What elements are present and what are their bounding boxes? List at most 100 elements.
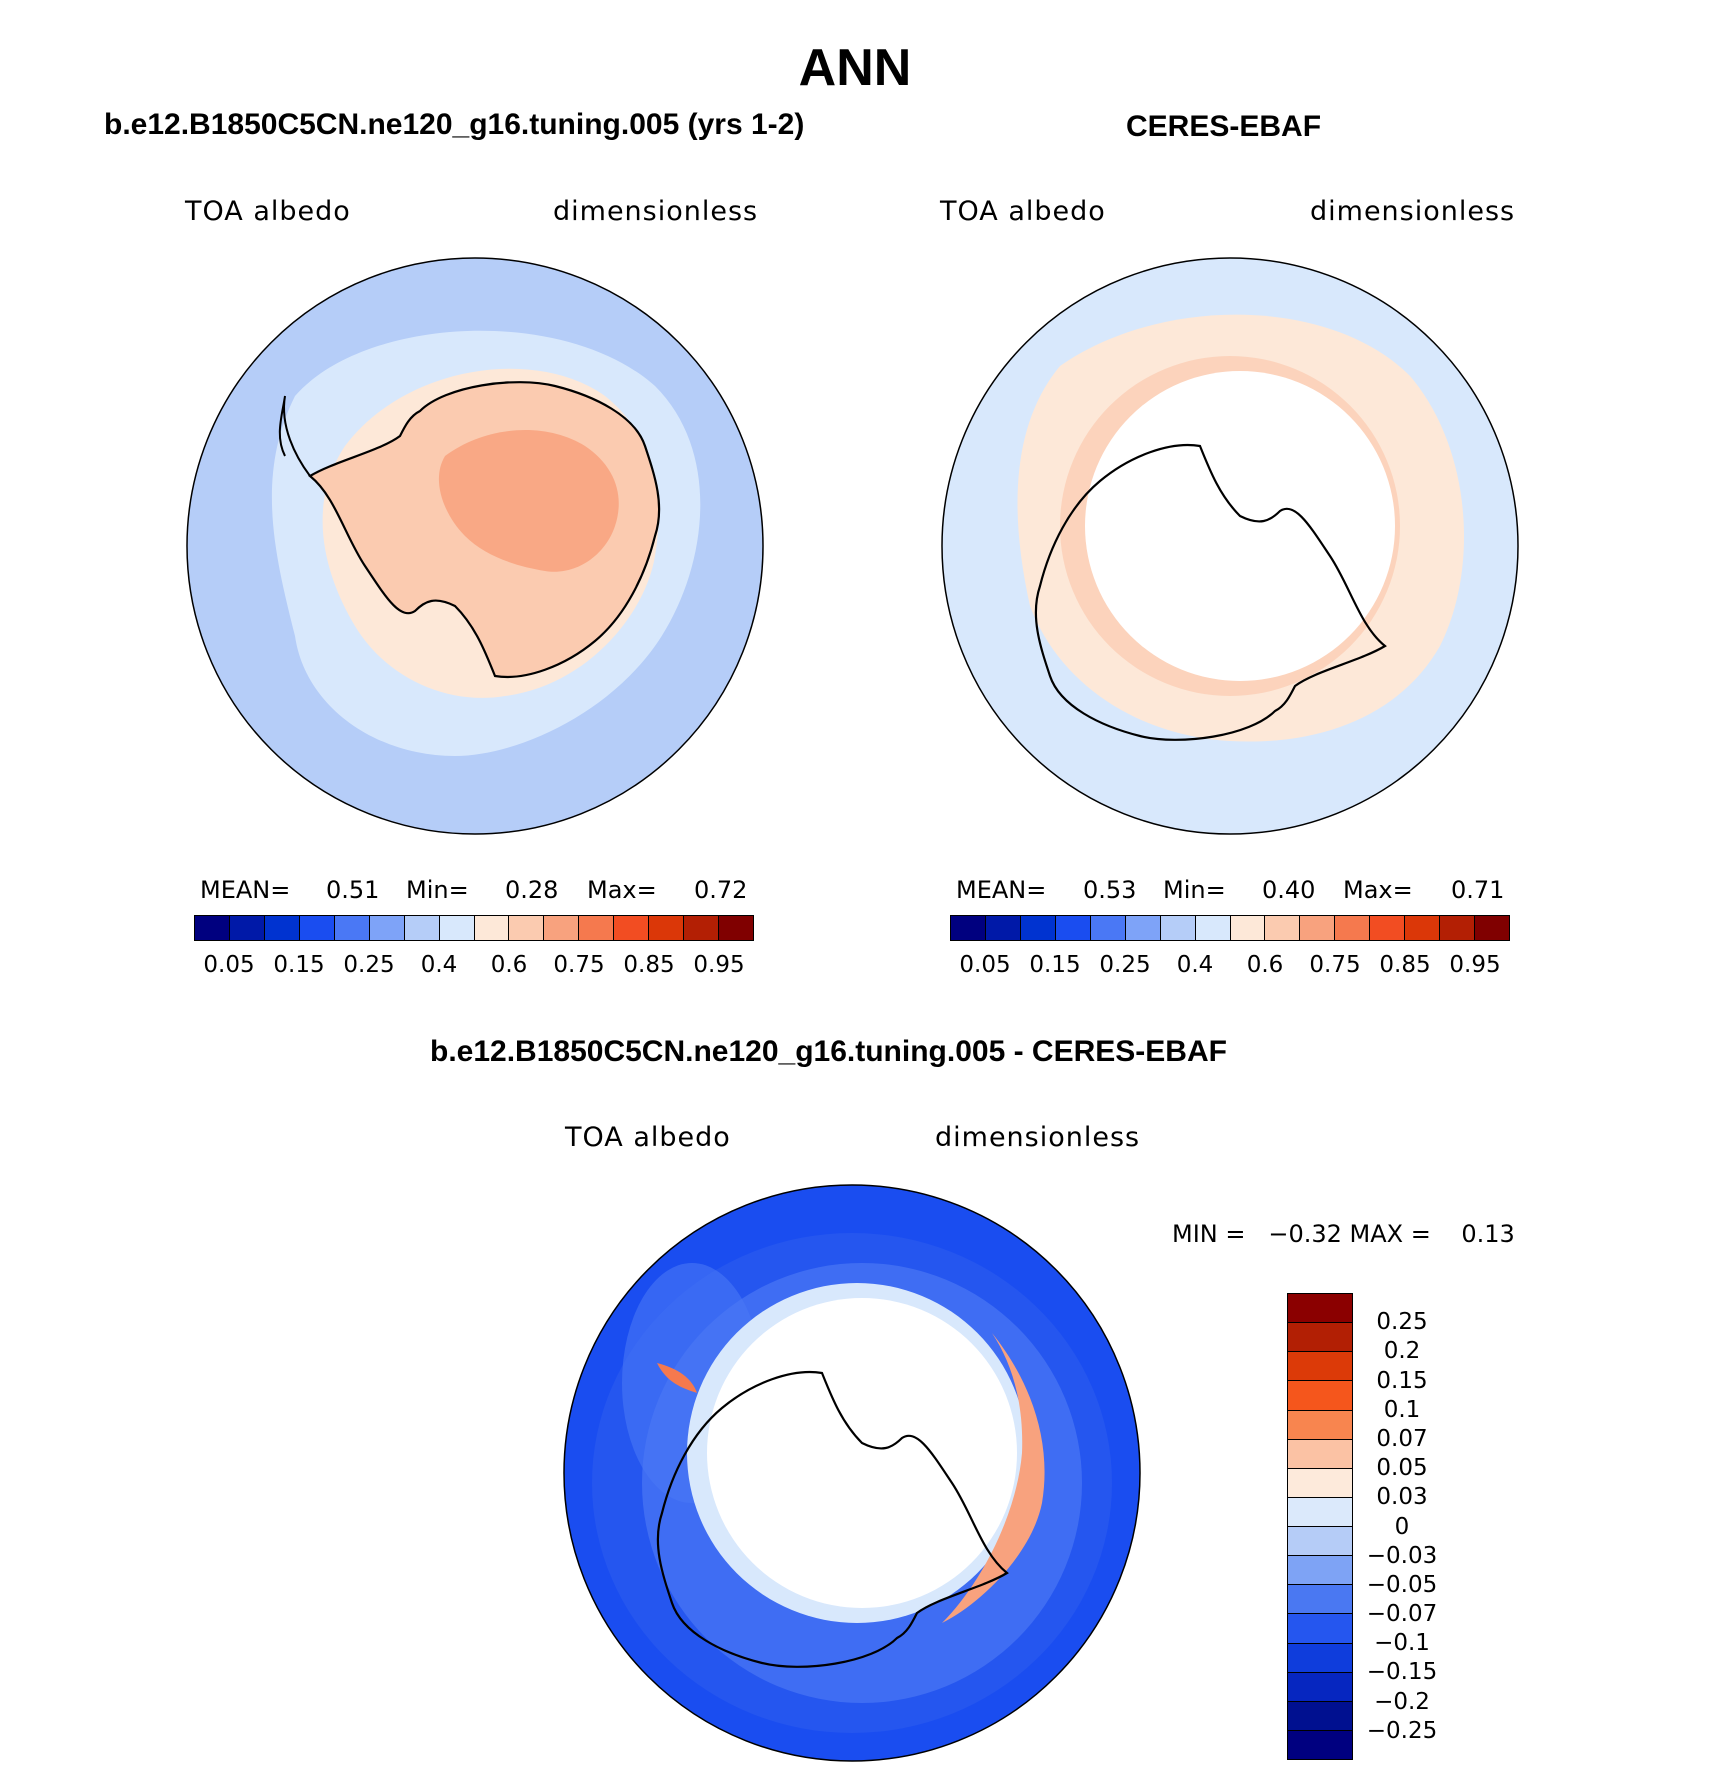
- model-max-label: Max=: [587, 876, 657, 904]
- obs-colorbar-tick-label: 0.4: [1176, 952, 1214, 978]
- diff-colorbar-cell: [1288, 1556, 1352, 1586]
- diff-colorbar-cell: [1288, 1527, 1352, 1557]
- obs-colorbar-cell: [951, 916, 986, 940]
- model-mean-label: MEAN=: [200, 876, 291, 904]
- obs-colorbar-cell: [1440, 916, 1476, 940]
- model-colorbar-cell: [614, 916, 650, 940]
- model-colorbar-tick-label: 0.95: [693, 952, 745, 978]
- model-min-label: Min=: [406, 876, 469, 904]
- obs-colorbar-tick-label: 0.85: [1379, 952, 1431, 978]
- diff-colorbar-cell: [1288, 1468, 1352, 1498]
- model-colorbar-tick-label: 0.15: [273, 952, 325, 978]
- model-colorbar-cell: [544, 916, 580, 940]
- model-colorbar-tick-label: 0.85: [623, 952, 675, 978]
- diff-variable-label: TOA albedo: [565, 1122, 731, 1153]
- model-plateau-fill: [438, 429, 619, 572]
- obs-colorbar-tick-label: 0.15: [1029, 952, 1081, 978]
- obs-colorbar-cell: [1195, 916, 1231, 940]
- diff-colorbar-cell: [1288, 1381, 1352, 1411]
- diff-minmax-text: MIN = −0.32 MAX = 0.13: [1172, 1220, 1515, 1248]
- obs-colorbar-cell: [1300, 916, 1336, 940]
- obs-min-label: Min=: [1163, 876, 1226, 904]
- model-colorbar-cell: [299, 916, 335, 940]
- obs-colorbar-cell: [1405, 916, 1441, 940]
- model-colorbar-cell: [649, 916, 685, 940]
- diff-colorbar-tick-label: −0.07: [1366, 1601, 1438, 1628]
- obs-colorbar-cell: [1055, 916, 1091, 940]
- obs-colorbar-cell: [1475, 916, 1509, 940]
- model-colorbar-tick-label: 0.25: [343, 952, 395, 978]
- diff-colorbar-tick-label: −0.15: [1366, 1659, 1438, 1686]
- diff-colorbar-cell: [1288, 1323, 1352, 1353]
- diff-colorbar-cell: [1288, 1352, 1352, 1382]
- model-colorbar-cell: [334, 916, 370, 940]
- model-colorbar-cell: [369, 916, 405, 940]
- obs-colorbar-cell: [1370, 916, 1406, 940]
- obs-colorbar-tick-label: 0.05: [959, 952, 1011, 978]
- diff-map-border: [563, 1184, 1141, 1762]
- model-units-label: dimensionless: [553, 196, 759, 227]
- model-colorbar-tick-label: 0.4: [420, 952, 458, 978]
- model-colorbar-cell: [719, 916, 753, 940]
- model-variable-label: TOA albedo: [185, 196, 351, 227]
- diff-colorbar: [1287, 1293, 1353, 1760]
- obs-units-label: dimensionless: [1310, 196, 1516, 227]
- model-colorbar-cell: [509, 916, 545, 940]
- page-title: ANN: [798, 39, 912, 97]
- model-map-border: [186, 257, 764, 835]
- diff-colorbar-tick-label: 0.03: [1376, 1484, 1428, 1511]
- model-max-value: 0.72: [694, 876, 748, 904]
- obs-map-border: [941, 257, 1519, 835]
- model-min-value: 0.28: [505, 876, 559, 904]
- diff-colorbar-tick-label: −0.03: [1366, 1542, 1438, 1569]
- diff-colorbar-tick-label: −0.05: [1366, 1571, 1438, 1598]
- obs-colorbar-cell: [1265, 916, 1301, 940]
- diff-colorbar-tick-label: −0.25: [1366, 1717, 1438, 1744]
- model-peninsula: [278, 395, 311, 477]
- obs-min-value: 0.40: [1262, 876, 1316, 904]
- diff-colorbar-tick-label: −0.1: [1374, 1630, 1430, 1657]
- obs-colorbar-tick-label: 0.95: [1449, 952, 1501, 978]
- model-colorbar-cell: [439, 916, 475, 940]
- model-colorbar-tick-label: 0.05: [203, 952, 255, 978]
- model-colorbar-cell: [195, 916, 230, 940]
- obs-colorbar-cell: [1335, 916, 1371, 940]
- diff-colorbar-tick-label: 0: [1394, 1513, 1410, 1540]
- diff-colorbar-tick-label: −0.2: [1374, 1688, 1430, 1715]
- model-colorbar-tick-label: 0.6: [490, 952, 528, 978]
- obs-colorbar-cell: [1230, 916, 1266, 940]
- obs-colorbar-ticks: 0.05 0.15 0.25 0.4 0.6 0.75 0.85 0.95: [950, 952, 1510, 982]
- obs-missing-area: [1085, 371, 1395, 681]
- obs-coastline: [1034, 444, 1387, 741]
- model-polar-map: [186, 257, 764, 835]
- diff-colorbar-cell: [1288, 1585, 1352, 1615]
- diff-colorbar-cell: [1288, 1730, 1352, 1759]
- obs-colorbar-cell: [985, 916, 1021, 940]
- diff-colorbar-cell: [1288, 1439, 1352, 1469]
- obs-colorbar-cell: [1125, 916, 1161, 940]
- diff-colorbar-cell: [1288, 1410, 1352, 1440]
- model-colorbar: [194, 915, 754, 941]
- model-colorbar-cell: [264, 916, 300, 940]
- diff-colorbar-tick-label: 0.15: [1376, 1367, 1428, 1394]
- diff-colorbar-tick-label: 0.2: [1383, 1338, 1421, 1365]
- diff-colorbar-tick-label: 0.1: [1383, 1396, 1421, 1423]
- obs-colorbar-tick-label: 0.75: [1309, 952, 1361, 978]
- diff-east-positive: [942, 1333, 1045, 1623]
- obs-colorbar-cell: [1090, 916, 1126, 940]
- diff-missing-area: [707, 1298, 1017, 1608]
- model-colorbar-cell: [684, 916, 720, 940]
- diff-units-label: dimensionless: [935, 1122, 1141, 1153]
- diff-coastline: [656, 1371, 1009, 1668]
- obs-colorbar: [950, 915, 1510, 941]
- model-mean-value: 0.51: [326, 876, 380, 904]
- model-colorbar-ticks: 0.05 0.15 0.25 0.4 0.6 0.75 0.85 0.95: [194, 952, 754, 982]
- diff-colorbar-cell: [1288, 1497, 1352, 1527]
- diff-panel-title: b.e12.B1850C5CN.ne120_g16.tuning.005 - C…: [430, 1035, 1227, 1068]
- diff-colorbar-tick-label: 0.05: [1376, 1455, 1428, 1482]
- model-colorbar-tick-label: 0.75: [553, 952, 605, 978]
- obs-polar-map: [941, 257, 1519, 835]
- model-coastline: [308, 381, 661, 678]
- diff-colorbar-tick-label: 0.25: [1376, 1309, 1428, 1336]
- obs-max-label: Max=: [1343, 876, 1413, 904]
